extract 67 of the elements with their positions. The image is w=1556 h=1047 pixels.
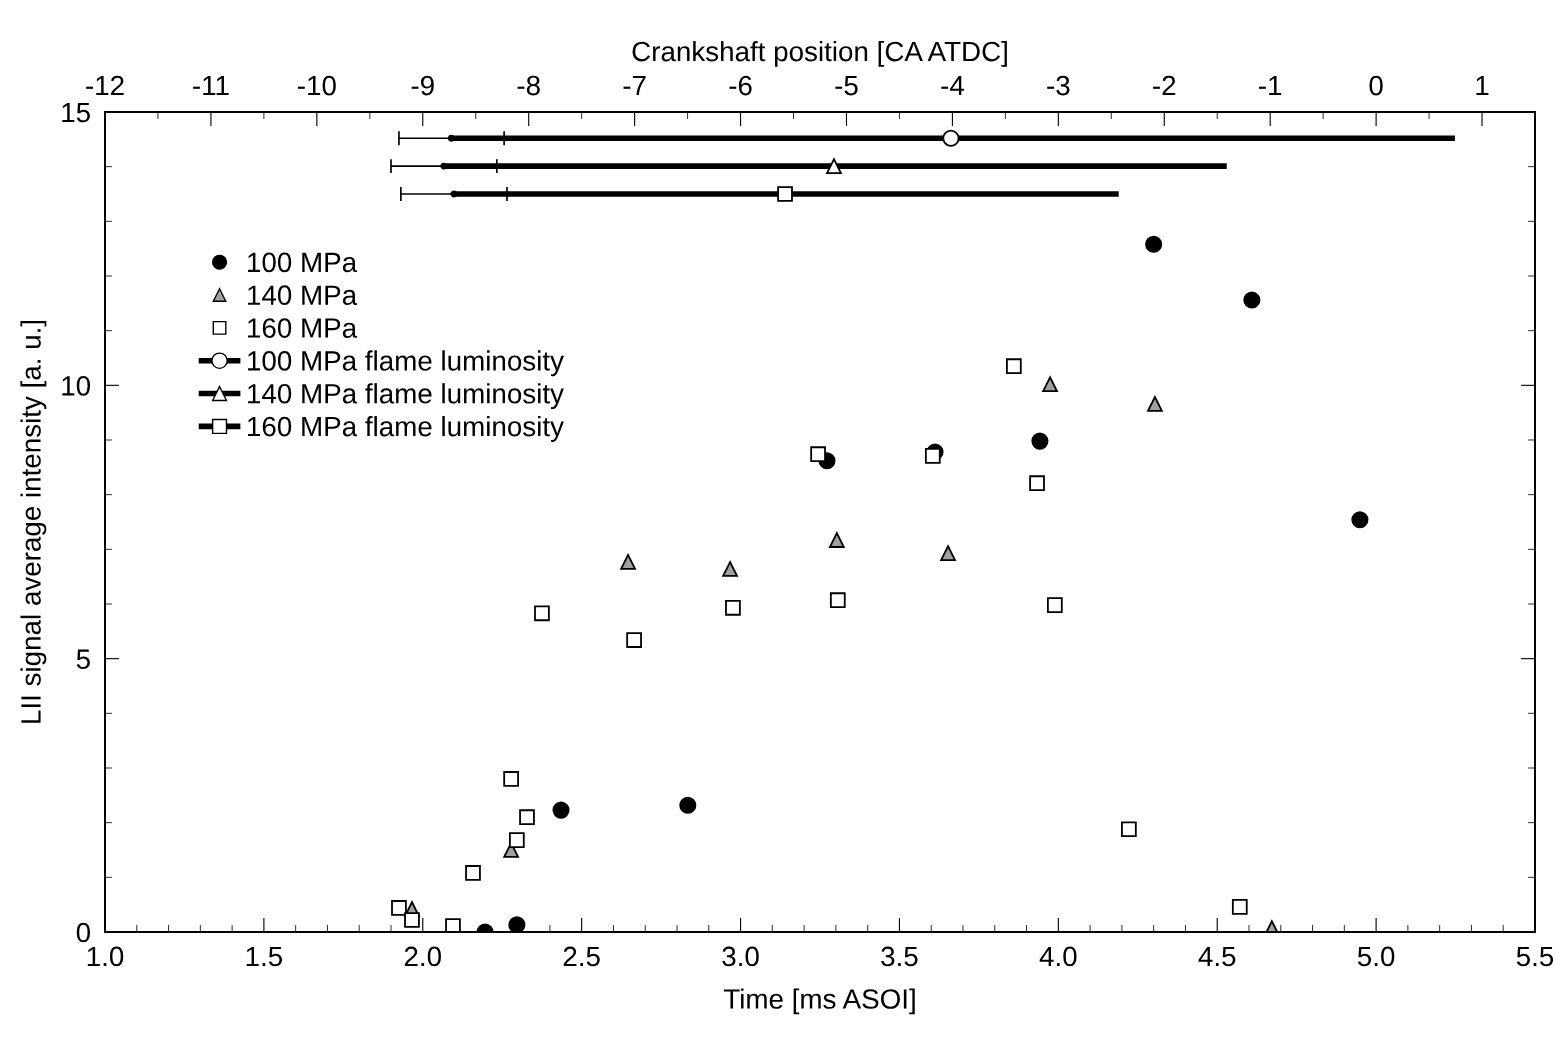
point — [534, 605, 550, 622]
x2-axis-title: Crankshaft position [CA ATDC] — [632, 40, 1007, 67]
point — [1121, 821, 1137, 838]
point — [1351, 511, 1369, 529]
x-tick-label: 5.5 — [1516, 946, 1554, 967]
x-tick-label: 3.5 — [881, 946, 918, 967]
x2-tick-label: -2 — [1153, 75, 1176, 96]
x2-tick-label: -9 — [411, 75, 434, 96]
x2-tick-label: -8 — [517, 75, 540, 96]
point — [725, 599, 741, 616]
point — [1005, 358, 1022, 375]
x-tick-label: 4.0 — [1039, 946, 1077, 967]
x-axis-title: Time [ms ASOI] — [723, 988, 915, 1015]
legend-label: 160 MPa — [248, 318, 358, 338]
point — [829, 592, 846, 609]
x-tick-label: 2.0 — [404, 946, 441, 967]
point — [810, 446, 826, 463]
point — [828, 532, 845, 548]
x2-tick-label: 1 — [1476, 76, 1489, 96]
legend-label: 140 MPa flame luminosity — [248, 383, 564, 410]
y-tick-label: 0 — [76, 922, 91, 943]
legend-label: 100 MPa — [248, 252, 358, 273]
point — [1147, 396, 1163, 412]
x2-tick-label: -1 — [1259, 76, 1282, 96]
y-tick-label: 15 — [62, 102, 90, 123]
x-tick-label: 2.5 — [563, 946, 600, 967]
point — [1031, 432, 1049, 450]
y-axis-title: LII signal average intensity [a. u.] — [20, 320, 47, 723]
point — [404, 912, 420, 928]
y-tick-label: 5 — [76, 649, 90, 670]
point — [1231, 899, 1248, 915]
x2-tick-label: -5 — [835, 76, 858, 96]
point — [503, 771, 519, 787]
point — [552, 801, 570, 819]
point — [679, 796, 697, 814]
x2-tick-label: -12 — [86, 75, 124, 96]
point — [519, 809, 535, 826]
x2-tick-label: -3 — [1047, 75, 1070, 96]
legend-label: 100 MPa flame luminosity — [248, 350, 564, 377]
x2-tick-label: -6 — [729, 75, 752, 96]
x2-tick-label: -10 — [298, 75, 336, 96]
point — [626, 632, 642, 648]
point — [620, 554, 636, 570]
point — [1145, 235, 1163, 253]
x2-tick-label: -4 — [941, 76, 964, 96]
point — [1243, 291, 1261, 309]
point — [508, 832, 525, 849]
point — [940, 545, 956, 562]
point — [508, 916, 526, 932]
x2-tick-label: -7 — [623, 76, 646, 96]
point — [1046, 597, 1063, 613]
x2-tick-label: -11 — [193, 76, 229, 96]
point — [777, 186, 793, 202]
x-tick-label: 3.0 — [722, 946, 759, 967]
point — [1029, 475, 1045, 492]
point — [1042, 376, 1058, 393]
x-tick-label: 5.0 — [1357, 946, 1395, 967]
legend-label: 140 MPa — [248, 285, 358, 306]
x-tick-label: 1.0 — [87, 946, 124, 967]
x-tick-label: 4.5 — [1198, 946, 1236, 967]
point — [924, 448, 941, 464]
legend-label: 160 MPa flame luminosity — [248, 415, 564, 442]
point — [722, 561, 738, 577]
x2-tick-label: 0 — [1369, 75, 1383, 96]
y-tick-label: 10 — [62, 376, 91, 396]
x-tick-label: 1.5 — [246, 946, 283, 967]
point — [942, 129, 960, 147]
